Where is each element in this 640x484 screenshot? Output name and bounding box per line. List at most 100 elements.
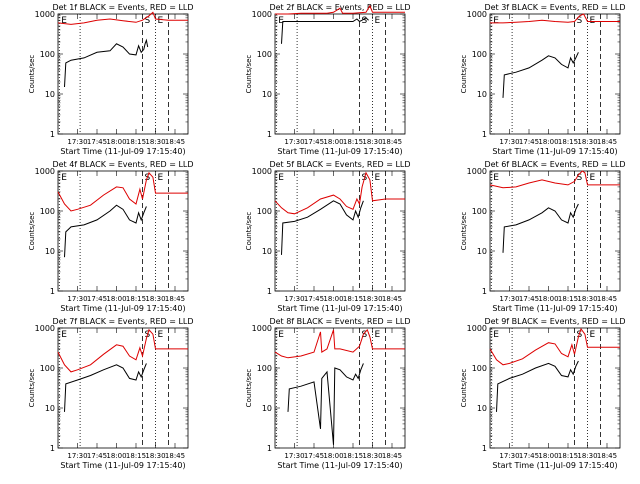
x-tick-label: 18:00 [106, 295, 126, 303]
x-tick-label: 18:15 [343, 452, 363, 460]
panel-title: Det 8f BLACK = Events, RED = LLD [269, 317, 410, 326]
plot-frame [57, 170, 189, 292]
marker-label-s: S [362, 16, 368, 26]
x-axis-label: Start Time (11-Jul-09 17:15:40) [492, 461, 617, 470]
lld-series-line [274, 328, 405, 359]
marker-label-e_start: E [61, 173, 67, 183]
y-tick-label: 1000 [252, 324, 272, 333]
y-tick-label: 1 [50, 287, 55, 296]
plot-frame [489, 327, 621, 449]
x-tick-label: 18:15 [558, 295, 578, 303]
lld-series-line [57, 328, 188, 373]
x-tick-label: 18:45 [597, 138, 617, 146]
y-tick-label: 10 [262, 90, 272, 99]
marker-label-e_start: E [61, 330, 67, 340]
x-tick-label: 18:45 [382, 295, 402, 303]
events-series-line [502, 203, 579, 253]
plot-frame [57, 13, 189, 135]
y-tick-label: 10 [45, 90, 55, 99]
x-tick-label: 18:45 [382, 452, 402, 460]
y-axis-label: Counts/sec [460, 212, 468, 251]
marker-label-s: S [577, 173, 583, 183]
y-tick-label: 1 [267, 130, 272, 139]
x-tick-label: 17:30 [284, 452, 304, 460]
panel-2: Det 2f BLACK = Events, RED = LLD 1 10 100 10… [245, 3, 411, 156]
x-tick-label: 18:45 [165, 138, 185, 146]
x-tick-label: 17:45 [304, 138, 324, 146]
x-tick-label: 17:45 [87, 138, 107, 146]
marker-label-e_start: E [278, 16, 284, 26]
x-tick-label: 18:45 [382, 138, 402, 146]
y-axis-label: Counts/sec [245, 55, 253, 94]
lld-series-line [489, 327, 620, 366]
y-tick-label: 1000 [467, 10, 487, 19]
y-tick-label: 1000 [252, 167, 272, 176]
y-tick-label: 1 [267, 287, 272, 296]
panel-title: Det 3f BLACK = Events, RED = LLD [484, 3, 625, 12]
events-series-line [281, 17, 369, 44]
y-tick-label: 1 [50, 444, 55, 453]
x-tick-label: 18:30 [362, 138, 382, 146]
x-axis-label: Start Time (11-Jul-09 17:15:40) [60, 461, 185, 470]
y-tick-label: 100 [257, 364, 272, 373]
y-tick-label: 10 [45, 247, 55, 256]
marker-label-e_end: E [375, 330, 381, 340]
x-tick-label: 18:30 [577, 295, 597, 303]
x-tick-label: 17:30 [67, 295, 87, 303]
marker-label-e_end: E [590, 330, 596, 340]
x-tick-label: 18:00 [106, 138, 126, 146]
x-axis-label: Start Time (11-Jul-09 17:15:40) [492, 147, 617, 156]
y-tick-label: 1000 [252, 10, 272, 19]
y-tick-label: 1000 [35, 167, 55, 176]
marker-label-e_end: E [158, 330, 164, 340]
panel-title: Det 5f BLACK = Events, RED = LLD [269, 160, 410, 169]
y-tick-label: 10 [262, 247, 272, 256]
x-tick-label: 18:15 [558, 452, 578, 460]
x-tick-label: 17:45 [304, 295, 324, 303]
marker-label-e_end: E [158, 16, 164, 26]
panel-title: Det 2f BLACK = Events, RED = LLD [269, 3, 410, 12]
x-tick-label: 17:30 [67, 452, 87, 460]
plot-frame [274, 13, 406, 135]
y-tick-label: 100 [40, 50, 55, 59]
plot-frame [57, 327, 189, 449]
panel-1: Det 1f BLACK = Events, RED = LLD 1 10 100 10… [28, 3, 194, 156]
x-tick-label: 18:30 [145, 138, 165, 146]
panel-title: Det 4f BLACK = Events, RED = LLD [52, 160, 193, 169]
y-tick-label: 100 [257, 207, 272, 216]
y-tick-label: 10 [477, 90, 487, 99]
panel-title: Det 6f BLACK = Events, RED = LLD [484, 160, 625, 169]
x-tick-label: 17:45 [304, 452, 324, 460]
x-tick-label: 18:00 [538, 452, 558, 460]
x-tick-label: 18:45 [165, 452, 185, 460]
x-tick-label: 18:15 [343, 138, 363, 146]
events-series-line [502, 52, 579, 98]
events-series-line [496, 360, 579, 412]
x-tick-label: 18:00 [538, 295, 558, 303]
y-tick-label: 100 [472, 50, 487, 59]
x-axis-label: Start Time (11-Jul-09 17:15:40) [277, 461, 402, 470]
x-tick-label: 18:15 [558, 138, 578, 146]
marker-label-e_start: E [493, 330, 499, 340]
y-axis-label: Counts/sec [28, 212, 36, 251]
y-tick-label: 10 [262, 404, 272, 413]
x-tick-label: 18:00 [323, 295, 343, 303]
events-series-line [64, 38, 149, 88]
panel-title: Det 7f BLACK = Events, RED = LLD [52, 317, 193, 326]
x-tick-label: 18:15 [343, 295, 363, 303]
y-axis-label: Counts/sec [460, 369, 468, 408]
plot-frame [489, 13, 621, 135]
x-tick-label: 17:30 [499, 295, 519, 303]
marker-label-s: S [145, 16, 151, 26]
x-tick-label: 17:45 [87, 452, 107, 460]
events-series-line [64, 204, 147, 258]
y-tick-label: 1 [482, 130, 487, 139]
x-tick-label: 17:30 [499, 138, 519, 146]
x-tick-label: 18:30 [145, 452, 165, 460]
lld-series-line [57, 171, 188, 212]
plot-frame [489, 170, 621, 292]
x-tick-label: 18:30 [362, 452, 382, 460]
marker-label-e_start: E [61, 16, 67, 26]
panel-5: Det 5f BLACK = Events, RED = LLD 1 10 100 10… [245, 160, 411, 313]
